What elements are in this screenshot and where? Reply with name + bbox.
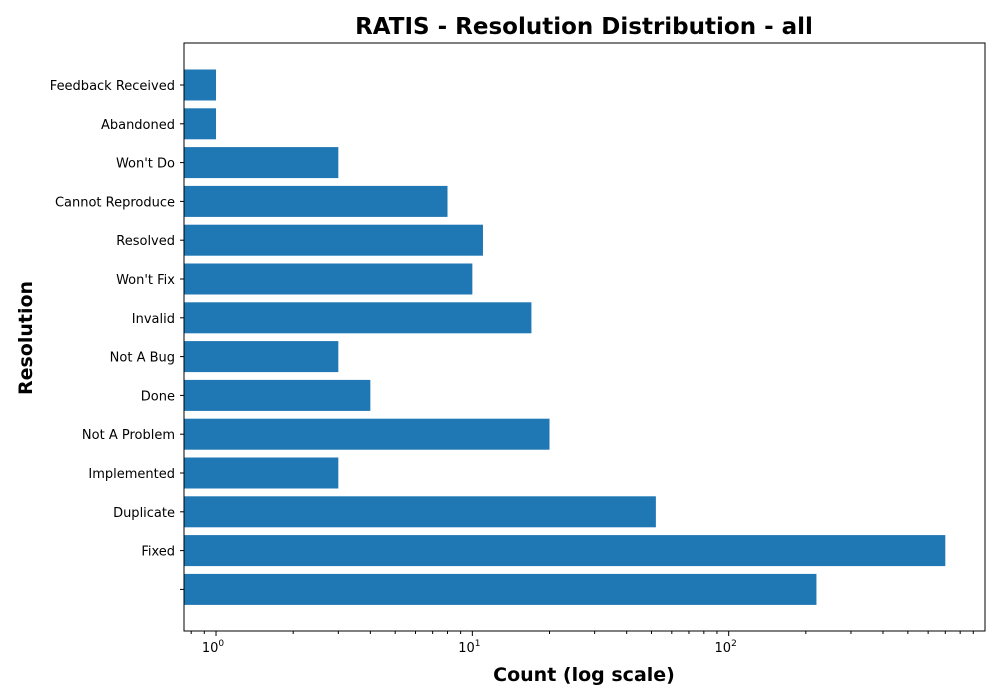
bar-cannot-reproduce — [184, 185, 448, 217]
x-tick-label: 102 — [715, 639, 737, 656]
plot-frame — [183, 42, 986, 632]
bar-duplicate — [184, 496, 656, 528]
bar-blank — [184, 573, 817, 605]
bar-fixed — [184, 535, 946, 567]
bar-won-t-fix — [184, 263, 473, 295]
x-axis-label: Count (log scale) — [493, 664, 675, 686]
y-axis-ticks: Feedback Received Abandoned Won't Do Cannot… — [50, 79, 184, 590]
y-tick-label: Won't Fix — [116, 273, 175, 288]
bar-implemented — [184, 457, 339, 489]
bar-resolved — [184, 224, 483, 256]
y-tick-label: Not A Problem — [82, 428, 175, 443]
x-tick-label: 100 — [202, 639, 225, 656]
y-tick-label: Done — [141, 389, 175, 404]
y-tick-label: Not A Bug — [110, 351, 175, 366]
x-axis-ticks: 100 101 102 — [190, 631, 974, 656]
bar-abandoned — [184, 108, 217, 140]
y-tick-label: Resolved — [116, 234, 175, 249]
chart-title: RATIS - Resolution Distribution - all — [355, 14, 813, 40]
bar-done — [184, 379, 371, 411]
y-tick-label: Fixed — [141, 545, 175, 560]
bar-feedback-received — [184, 69, 217, 101]
bars-group — [184, 69, 946, 605]
y-tick-label: Won't Do — [116, 157, 175, 172]
x-tick-label: 101 — [458, 639, 480, 656]
y-tick-label: Feedback Received — [50, 79, 175, 94]
y-tick-label: Implemented — [88, 467, 175, 482]
y-tick-label: Invalid — [132, 312, 175, 327]
y-tick-label: Cannot Reproduce — [55, 195, 175, 210]
bar-not-a-bug — [184, 341, 339, 373]
y-axis-label: Resolution — [15, 281, 37, 395]
bar-won-t-do — [184, 147, 339, 179]
y-tick-label: Abandoned — [101, 118, 175, 133]
bar-not-a-problem — [184, 418, 550, 450]
bar-invalid — [184, 302, 532, 334]
y-tick-label: Duplicate — [113, 506, 175, 521]
